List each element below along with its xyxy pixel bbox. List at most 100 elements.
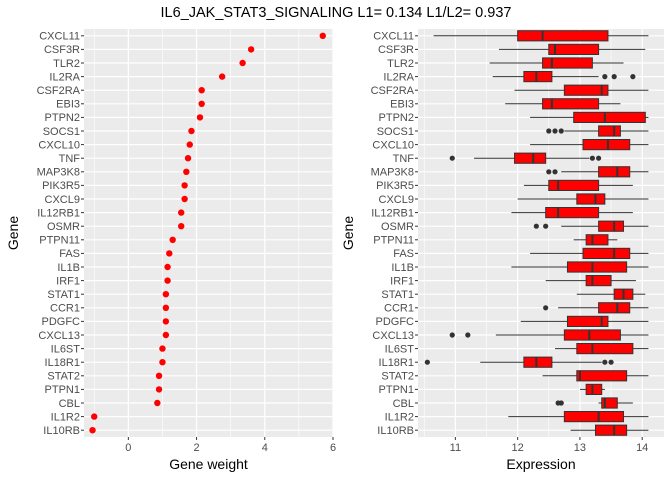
- expression-gene-label: PTPN2: [379, 112, 414, 124]
- gene-weight-point: [166, 250, 173, 257]
- weight-x-tick-label: 2: [193, 442, 199, 454]
- expression-gene-label: PTPN11: [373, 235, 414, 247]
- gene-weight-point: [178, 209, 185, 216]
- expression-gene-label: CXCL11: [373, 31, 414, 43]
- weight-gene-label: TNF: [59, 153, 81, 165]
- box-outlier: [546, 128, 552, 134]
- weight-gene-label: CBL: [59, 398, 80, 410]
- expression-box: [582, 139, 631, 151]
- weight-gene-label: CCR1: [50, 303, 80, 315]
- expression-box: [576, 370, 628, 382]
- expression-box: [573, 111, 646, 124]
- expression-box: [514, 152, 547, 164]
- box-outlier: [552, 128, 558, 134]
- gene-weight-point: [155, 386, 163, 393]
- expression-gene-label: PDGFC: [376, 316, 415, 328]
- weight-gene-label: STAT1: [47, 289, 80, 301]
- gene-weight-point: [218, 73, 226, 80]
- expression-gene-label: IL2RA: [383, 71, 414, 83]
- expression-gene-label: STAT2: [381, 371, 414, 383]
- expression-x-tick-label: 11: [450, 442, 461, 454]
- weight-gene-label: CXCL13: [38, 330, 80, 342]
- gene-weight-point: [155, 372, 163, 379]
- weight-gene-label: PTPN2: [45, 112, 80, 124]
- weight-x-tick-label: 6: [330, 442, 336, 454]
- expression-box: [598, 166, 631, 178]
- weight-gene-label: SOCS1: [43, 126, 80, 138]
- expression-gene-label: EBI3: [390, 99, 414, 111]
- weight-y-axis-title: Gene: [5, 216, 21, 250]
- weight-gene-label: STAT2: [47, 371, 80, 383]
- weight-gene-label: IRF1: [56, 275, 80, 287]
- weight-gene-label: CSF2RA: [37, 85, 81, 97]
- expression-box: [548, 43, 600, 55]
- expression-x-tick-label: 14: [636, 442, 648, 454]
- expression-gene-label: STAT1: [381, 289, 414, 301]
- gene-weight-point: [162, 291, 170, 298]
- expression-gene-label: MAP3K8: [371, 167, 414, 179]
- expression-gene-label: FAS: [393, 248, 414, 260]
- expression-box: [548, 179, 600, 192]
- weight-gene-label: PDGFC: [42, 316, 81, 328]
- expression-gene-label: IL18R1: [379, 357, 414, 369]
- box-outlier: [602, 359, 608, 365]
- expression-box: [598, 125, 621, 137]
- box-outlier: [543, 223, 549, 229]
- expression-gene-label: CCR1: [384, 303, 414, 315]
- box-outlier: [533, 223, 539, 229]
- expression-box: [585, 383, 603, 395]
- expression-box: [585, 275, 612, 287]
- weight-gene-label: IL1R2: [51, 411, 80, 423]
- gene-weight-point: [188, 127, 195, 135]
- gene-weight-point: [184, 155, 192, 162]
- gene-weight-point: [239, 59, 246, 67]
- gene-weight-point: [247, 46, 255, 53]
- box-outlier: [552, 169, 558, 175]
- figure-title: IL6_JAK_STAT3_SIGNALING L1= 0.134 L1/L2=…: [161, 5, 512, 21]
- weight-gene-label: PTPN1: [45, 384, 80, 396]
- gene-weight-point: [154, 399, 161, 407]
- weight-gene-label: FAS: [59, 248, 80, 260]
- gene-weight-point: [198, 87, 205, 94]
- expression-x-tick-label: 13: [574, 442, 586, 454]
- box-outlier: [611, 74, 617, 80]
- weight-gene-label: OSMR: [47, 221, 80, 233]
- expression-x-tick-label: 12: [512, 442, 524, 454]
- expression-gene-label: IL1R2: [385, 411, 414, 423]
- gene-weight-point: [198, 100, 205, 108]
- expression-gene-label: IL10RB: [377, 425, 414, 437]
- box-outlier: [558, 128, 564, 134]
- gene-weight-point: [196, 114, 204, 121]
- expression-box: [585, 234, 609, 246]
- expression-gene-label: CSF3R: [378, 44, 414, 56]
- box-outlier: [602, 74, 608, 80]
- gene-weight-point: [319, 32, 326, 39]
- gene-weight-point: [159, 359, 166, 366]
- weight-x-axis-title: Gene weight: [169, 456, 248, 472]
- expression-gene-label: PTPN1: [379, 384, 414, 396]
- expression-gene-label: OSMR: [381, 221, 414, 233]
- weight-panel-background: [84, 29, 333, 437]
- expression-gene-label: CBL: [393, 398, 414, 410]
- expression-panel-background: [418, 29, 664, 437]
- expression-box: [523, 356, 553, 368]
- expression-box: [517, 30, 609, 42]
- weight-gene-label: CXCL10: [38, 139, 80, 151]
- expression-box: [545, 207, 600, 219]
- box-outlier: [589, 155, 595, 161]
- gene-weight-point: [91, 413, 98, 420]
- weight-gene-label: MAP3K8: [37, 167, 80, 179]
- gene-weight-point: [89, 427, 96, 434]
- weight-gene-label: IL12RB1: [37, 207, 80, 219]
- expression-gene-label: IL6ST: [385, 343, 415, 355]
- gene-weight-point: [162, 318, 170, 325]
- expression-box: [594, 424, 628, 436]
- expression-gene-label: PIK3R5: [376, 180, 414, 192]
- expression-box: [598, 220, 625, 232]
- expression-box: [576, 193, 606, 205]
- gene-weight-point: [181, 195, 188, 203]
- weight-gene-label: CXCL9: [45, 194, 80, 206]
- box-outlier: [424, 359, 430, 365]
- weight-gene-label: CSF3R: [44, 44, 80, 56]
- weight-gene-label: PIK3R5: [42, 180, 80, 192]
